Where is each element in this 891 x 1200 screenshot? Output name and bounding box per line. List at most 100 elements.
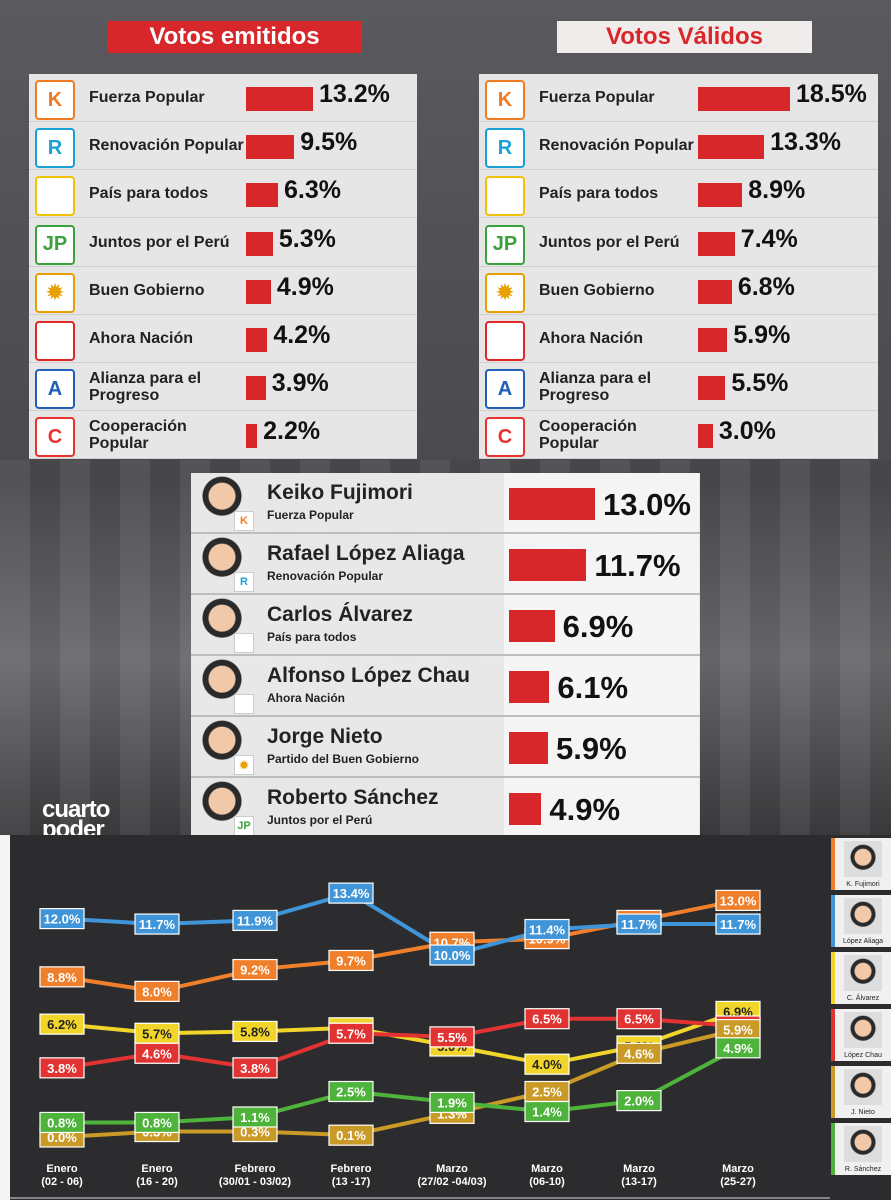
party-name: País para todos (539, 185, 659, 203)
data-point-label: 11.7% (621, 917, 658, 932)
party-name: Fuerza Popular (539, 89, 655, 106)
votos-validos-header: Votos Válidos (557, 21, 812, 53)
data-point-box (328, 1124, 374, 1146)
candidate-row: R Rafael López Aliaga Renovación Popular 11… (191, 534, 700, 595)
data-point-box (429, 1026, 475, 1048)
party-bar (698, 328, 728, 352)
legend-label: López Aliaga (842, 938, 884, 945)
data-point-box (134, 980, 180, 1002)
party-row: JP Juntos por el Perú 5.3% (29, 219, 417, 267)
data-point-box (616, 913, 662, 935)
candidate-photo: ✹ (194, 720, 254, 775)
party-badge-icon: K (234, 511, 254, 531)
party-logo-icon: JP (485, 224, 525, 265)
party-badge-icon: JP (234, 816, 254, 836)
candidate-party: País para todos (267, 630, 357, 644)
party-name: Renovación Popular (89, 137, 244, 155)
legend-item: C. Álvarez (831, 952, 891, 1004)
candidate-photo (194, 659, 254, 714)
party-bar (698, 135, 765, 160)
candidate-party: Ahora Nación (267, 691, 346, 705)
candidate-face (844, 1069, 882, 1105)
party-logo-icon: K (35, 80, 75, 120)
data-point-label: 5.5% (437, 1030, 467, 1045)
candidate-face (844, 841, 882, 877)
party-logo-icon: R (35, 128, 75, 169)
candidate-face (844, 898, 882, 934)
candidate-row: ✹ Jorge Nieto Partido del Buen Gobierno 5.9… (191, 717, 700, 778)
data-point-label: 10.0% (434, 948, 471, 963)
data-point-label: 0.8% (142, 1115, 172, 1130)
party-percent-label: 5.9% (733, 321, 791, 349)
party-percent-label: 13.2% (319, 80, 390, 108)
legend-label: R. Sánchez (844, 1166, 882, 1173)
data-point-box (39, 1057, 85, 1079)
party-bar (246, 183, 278, 208)
candidate-name: Jorge Nieto (267, 725, 383, 748)
party-name: Fuerza Popular (89, 89, 205, 106)
party-row: JP Juntos por el Perú 7.4% (479, 219, 878, 267)
data-point-box (524, 918, 570, 941)
legend-item: López Chau (831, 1009, 891, 1061)
data-point-label: 1.4% (532, 1105, 562, 1120)
party-row: A Alianza para el Progreso 3.9% (29, 363, 417, 412)
votos-emitidos-header: Votos emitidos (107, 21, 362, 53)
candidate-legend: K. Fujimori López Aliaga C. Álvarez López C… (831, 838, 891, 1192)
candidate-photo (194, 598, 254, 653)
party-name: Renovación Popular (539, 137, 694, 155)
data-point-label: 0.8% (47, 1115, 77, 1130)
party-logo-icon: A (485, 369, 525, 410)
trend-line-chart: 8.8%8.0%9.2%9.7%10.7%10.9%11.9%13.0%12.0… (0, 835, 891, 1200)
brand-logo: cuarto poder (42, 796, 110, 843)
data-point-label: 5.8% (240, 1024, 270, 1039)
party-row: ✹ Buen Gobierno 6.8% (479, 267, 878, 315)
candidate-name: Carlos Álvarez (267, 603, 413, 626)
data-point-label: 6.5% (532, 1012, 562, 1027)
candidate-name: Rafael López Aliaga (267, 542, 465, 565)
data-point-box (715, 913, 761, 935)
data-point-box (616, 1042, 662, 1064)
data-point-box (134, 913, 180, 935)
data-point-box (429, 944, 475, 966)
party-row: A Alianza para el Progreso 5.5% (479, 363, 878, 412)
candidate-photo: R (194, 537, 254, 592)
candidate-bar (509, 549, 587, 581)
data-point-box (134, 1042, 180, 1064)
party-row: R Renovación Popular 13.3% (479, 122, 878, 171)
party-row: C Cooperación Popular 3.0% (479, 411, 878, 460)
data-point-box (524, 1100, 570, 1123)
party-name: Alianza para el Progreso (539, 369, 652, 404)
party-percent-label: 6.8% (737, 272, 795, 301)
party-name: Buen Gobierno (89, 281, 205, 299)
data-point-box (39, 1013, 85, 1035)
data-point-label: 4.6% (142, 1046, 172, 1061)
data-point-box (524, 1008, 570, 1030)
data-point-box (232, 958, 278, 981)
legend-label: C. Álvarez (846, 995, 880, 1002)
x-tick-label: Marzo (06-10) (529, 1163, 565, 1188)
data-point-box (39, 907, 85, 930)
x-tick-label: Marzo (27/02 -04/03) (417, 1163, 486, 1188)
data-point-label: 5.7% (336, 1026, 366, 1041)
party-bar (698, 231, 735, 256)
party-bar (246, 135, 295, 160)
data-point-label: 3.8% (240, 1061, 270, 1076)
data-point-box (232, 1106, 278, 1128)
party-logo-icon: ✹ (485, 272, 525, 313)
x-tick-label: Enero (02 - 06) (41, 1163, 83, 1188)
party-name: Ahora Nación (539, 330, 644, 347)
data-point-label: 9.7% (336, 953, 366, 968)
x-tick-label: Febrero (30/01 - 03/02) (219, 1163, 291, 1188)
party-bar (698, 424, 713, 449)
data-point-label: 2.5% (336, 1085, 366, 1100)
data-point-label: 6.2% (47, 1017, 77, 1032)
data-point-label: 4.6% (624, 1046, 654, 1061)
party-row: País para todos 8.9% (479, 170, 878, 219)
party-logo-icon: JP (35, 224, 75, 265)
data-point-label: 2.0% (624, 1094, 654, 1109)
data-point-label: 8.8% (47, 970, 77, 985)
party-bar (698, 87, 790, 111)
data-point-box (328, 1080, 374, 1103)
data-point-label: 1.9% (437, 1095, 467, 1110)
candidates-panel: K Keiko Fujimori Fuerza Popular 13.0% R Rafae… (191, 473, 700, 839)
